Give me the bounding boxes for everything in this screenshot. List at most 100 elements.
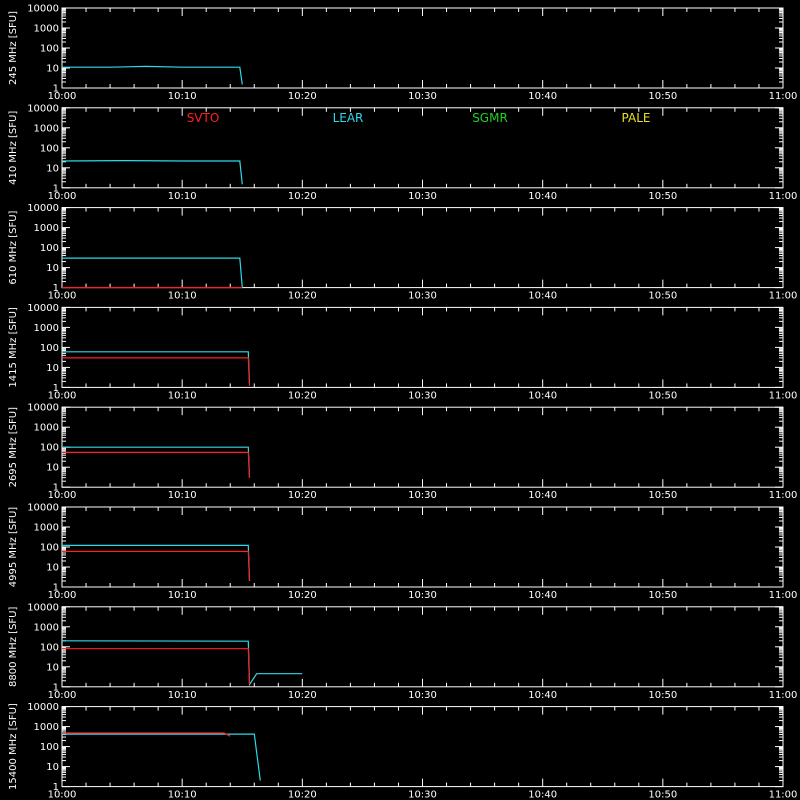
x-tick-label: 10:10 xyxy=(168,390,197,401)
x-tick-label: 10:30 xyxy=(408,291,437,302)
x-tick-label: 10:40 xyxy=(528,490,557,501)
x-tick-label: 10:20 xyxy=(288,91,317,102)
y-tick-label: 100 xyxy=(40,642,59,653)
x-tick-label: 10:20 xyxy=(288,790,317,800)
y-tick-label: 10000 xyxy=(27,203,59,214)
y-tick-label: 10 xyxy=(46,762,59,773)
y-axis-label: 245 MHz [SFU] xyxy=(8,11,19,85)
y-axis-label: 2695 MHz [SFU] xyxy=(8,407,19,488)
x-tick-label: 10:00 xyxy=(48,490,77,501)
y-tick-label: 100 xyxy=(40,243,59,254)
x-tick-label: 10:20 xyxy=(288,490,317,501)
y-tick-label: 1 xyxy=(53,283,59,294)
x-tick-label: 11:00 xyxy=(769,790,798,800)
x-tick-label: 10:50 xyxy=(648,790,677,800)
panel-frame xyxy=(61,107,784,189)
x-tick-label: 11:00 xyxy=(769,291,798,302)
panel-1: 10000 1000 100 10 110:00 10:10 10:20 10:30 10:40… xyxy=(8,4,797,103)
series-lear xyxy=(62,351,251,384)
x-tick-label: 10:50 xyxy=(648,291,677,302)
x-tick-label: 10:00 xyxy=(48,590,77,601)
panel-frame xyxy=(61,306,784,388)
y-tick-label: 10 xyxy=(46,263,59,274)
y-tick-label: 1000 xyxy=(34,423,59,434)
x-tick-label: 10:20 xyxy=(288,191,317,202)
x-tick-label: 11:00 xyxy=(769,490,798,501)
y-tick-label: 10000 xyxy=(27,4,59,15)
y-axis-label: 8800 MHz [SFU] xyxy=(8,606,19,687)
panel-2: 10000 1000 100 10 110:00 10:10 10:20 10:30 10:40… xyxy=(8,103,797,202)
y-tick-label: 10000 xyxy=(27,303,59,314)
x-tick-label: 10:10 xyxy=(168,191,197,202)
y-tick-label: 1 xyxy=(53,383,59,394)
panel-frame xyxy=(61,606,784,688)
y-tick-label: 100 xyxy=(40,143,59,154)
series-svto xyxy=(62,550,251,582)
x-tick-label: 10:40 xyxy=(528,590,557,601)
x-tick-label: 10:20 xyxy=(288,690,317,701)
y-tick-label: 10 xyxy=(46,363,59,374)
y-tick-label: 100 xyxy=(40,44,59,55)
x-tick-label: 10:50 xyxy=(648,91,677,102)
y-tick-label: 1000 xyxy=(34,323,59,334)
x-tick-label: 10:30 xyxy=(408,390,437,401)
x-tick-label: 10:30 xyxy=(408,690,437,701)
series-lear xyxy=(61,640,303,687)
series-lear xyxy=(62,544,251,582)
x-tick-label: 10:10 xyxy=(168,490,197,501)
y-tick-label: 1000 xyxy=(34,123,59,134)
y-tick-label: 100 xyxy=(40,742,59,753)
x-tick-label: 10:00 xyxy=(48,91,77,102)
legend-svto: SVTO xyxy=(187,111,220,125)
series-lear xyxy=(62,446,251,478)
legend-lear: LEAR xyxy=(333,111,364,125)
y-tick-label: 10 xyxy=(46,463,59,474)
x-tick-label: 11:00 xyxy=(769,191,798,202)
legend-sgmr: SGMR xyxy=(472,111,508,125)
panel-frame xyxy=(61,7,784,89)
series-lear xyxy=(62,65,243,85)
y-tick-label: 1000 xyxy=(34,622,59,633)
x-tick-label: 10:40 xyxy=(528,390,557,401)
y-tick-label: 1 xyxy=(53,183,59,194)
y-axis-label: 610 MHz [SFU] xyxy=(8,210,19,284)
x-tick-label: 11:00 xyxy=(769,690,798,701)
panel-frame xyxy=(61,506,784,588)
y-tick-label: 1 xyxy=(53,682,59,693)
y-tick-label: 10000 xyxy=(27,103,59,114)
series-lear xyxy=(62,257,243,288)
x-tick-label: 10:00 xyxy=(48,690,77,701)
y-axis-label: 15400 MHz [SFU] xyxy=(8,703,19,790)
x-tick-label: 10:40 xyxy=(528,291,557,302)
y-tick-label: 1 xyxy=(53,84,59,95)
panel-3: 10000 1000 100 10 110:00 10:10 10:20 10:30 10:40… xyxy=(8,203,797,302)
y-axis-label: 4995 MHz [SFU] xyxy=(8,507,19,588)
x-tick-label: 11:00 xyxy=(769,390,798,401)
x-tick-label: 10:30 xyxy=(408,490,437,501)
x-tick-label: 10:00 xyxy=(48,790,77,800)
x-tick-label: 10:10 xyxy=(168,590,197,601)
panel-7: 10000 1000 100 10 110:00 10:10 10:20 10:30 10:40… xyxy=(8,602,797,701)
y-axis-label: 1415 MHz [SFU] xyxy=(8,307,19,388)
x-tick-label: 10:40 xyxy=(528,790,557,800)
y-tick-label: 100 xyxy=(40,343,59,354)
panel-4: 10000 1000 100 10 110:00 10:10 10:20 10:30 10:40… xyxy=(8,303,797,402)
x-tick-label: 10:00 xyxy=(48,191,77,202)
x-tick-label: 10:30 xyxy=(408,790,437,800)
x-tick-label: 10:00 xyxy=(48,291,77,302)
x-tick-label: 10:50 xyxy=(648,191,677,202)
panel-6: 10000 1000 100 10 110:00 10:10 10:20 10:30 10:40… xyxy=(8,503,797,602)
y-tick-label: 10 xyxy=(46,563,59,574)
y-tick-label: 10 xyxy=(46,64,59,75)
x-tick-label: 10:20 xyxy=(288,291,317,302)
y-tick-label: 1 xyxy=(53,483,59,494)
series-svto xyxy=(62,648,251,685)
y-axis-label: 410 MHz [SFU] xyxy=(8,111,19,185)
y-tick-label: 10000 xyxy=(27,702,59,713)
y-tick-label: 100 xyxy=(40,443,59,454)
y-tick-label: 1000 xyxy=(34,722,59,733)
y-tick-label: 1 xyxy=(53,583,59,594)
y-tick-label: 1000 xyxy=(34,523,59,534)
x-tick-label: 10:50 xyxy=(648,690,677,701)
series-lear xyxy=(62,733,261,781)
